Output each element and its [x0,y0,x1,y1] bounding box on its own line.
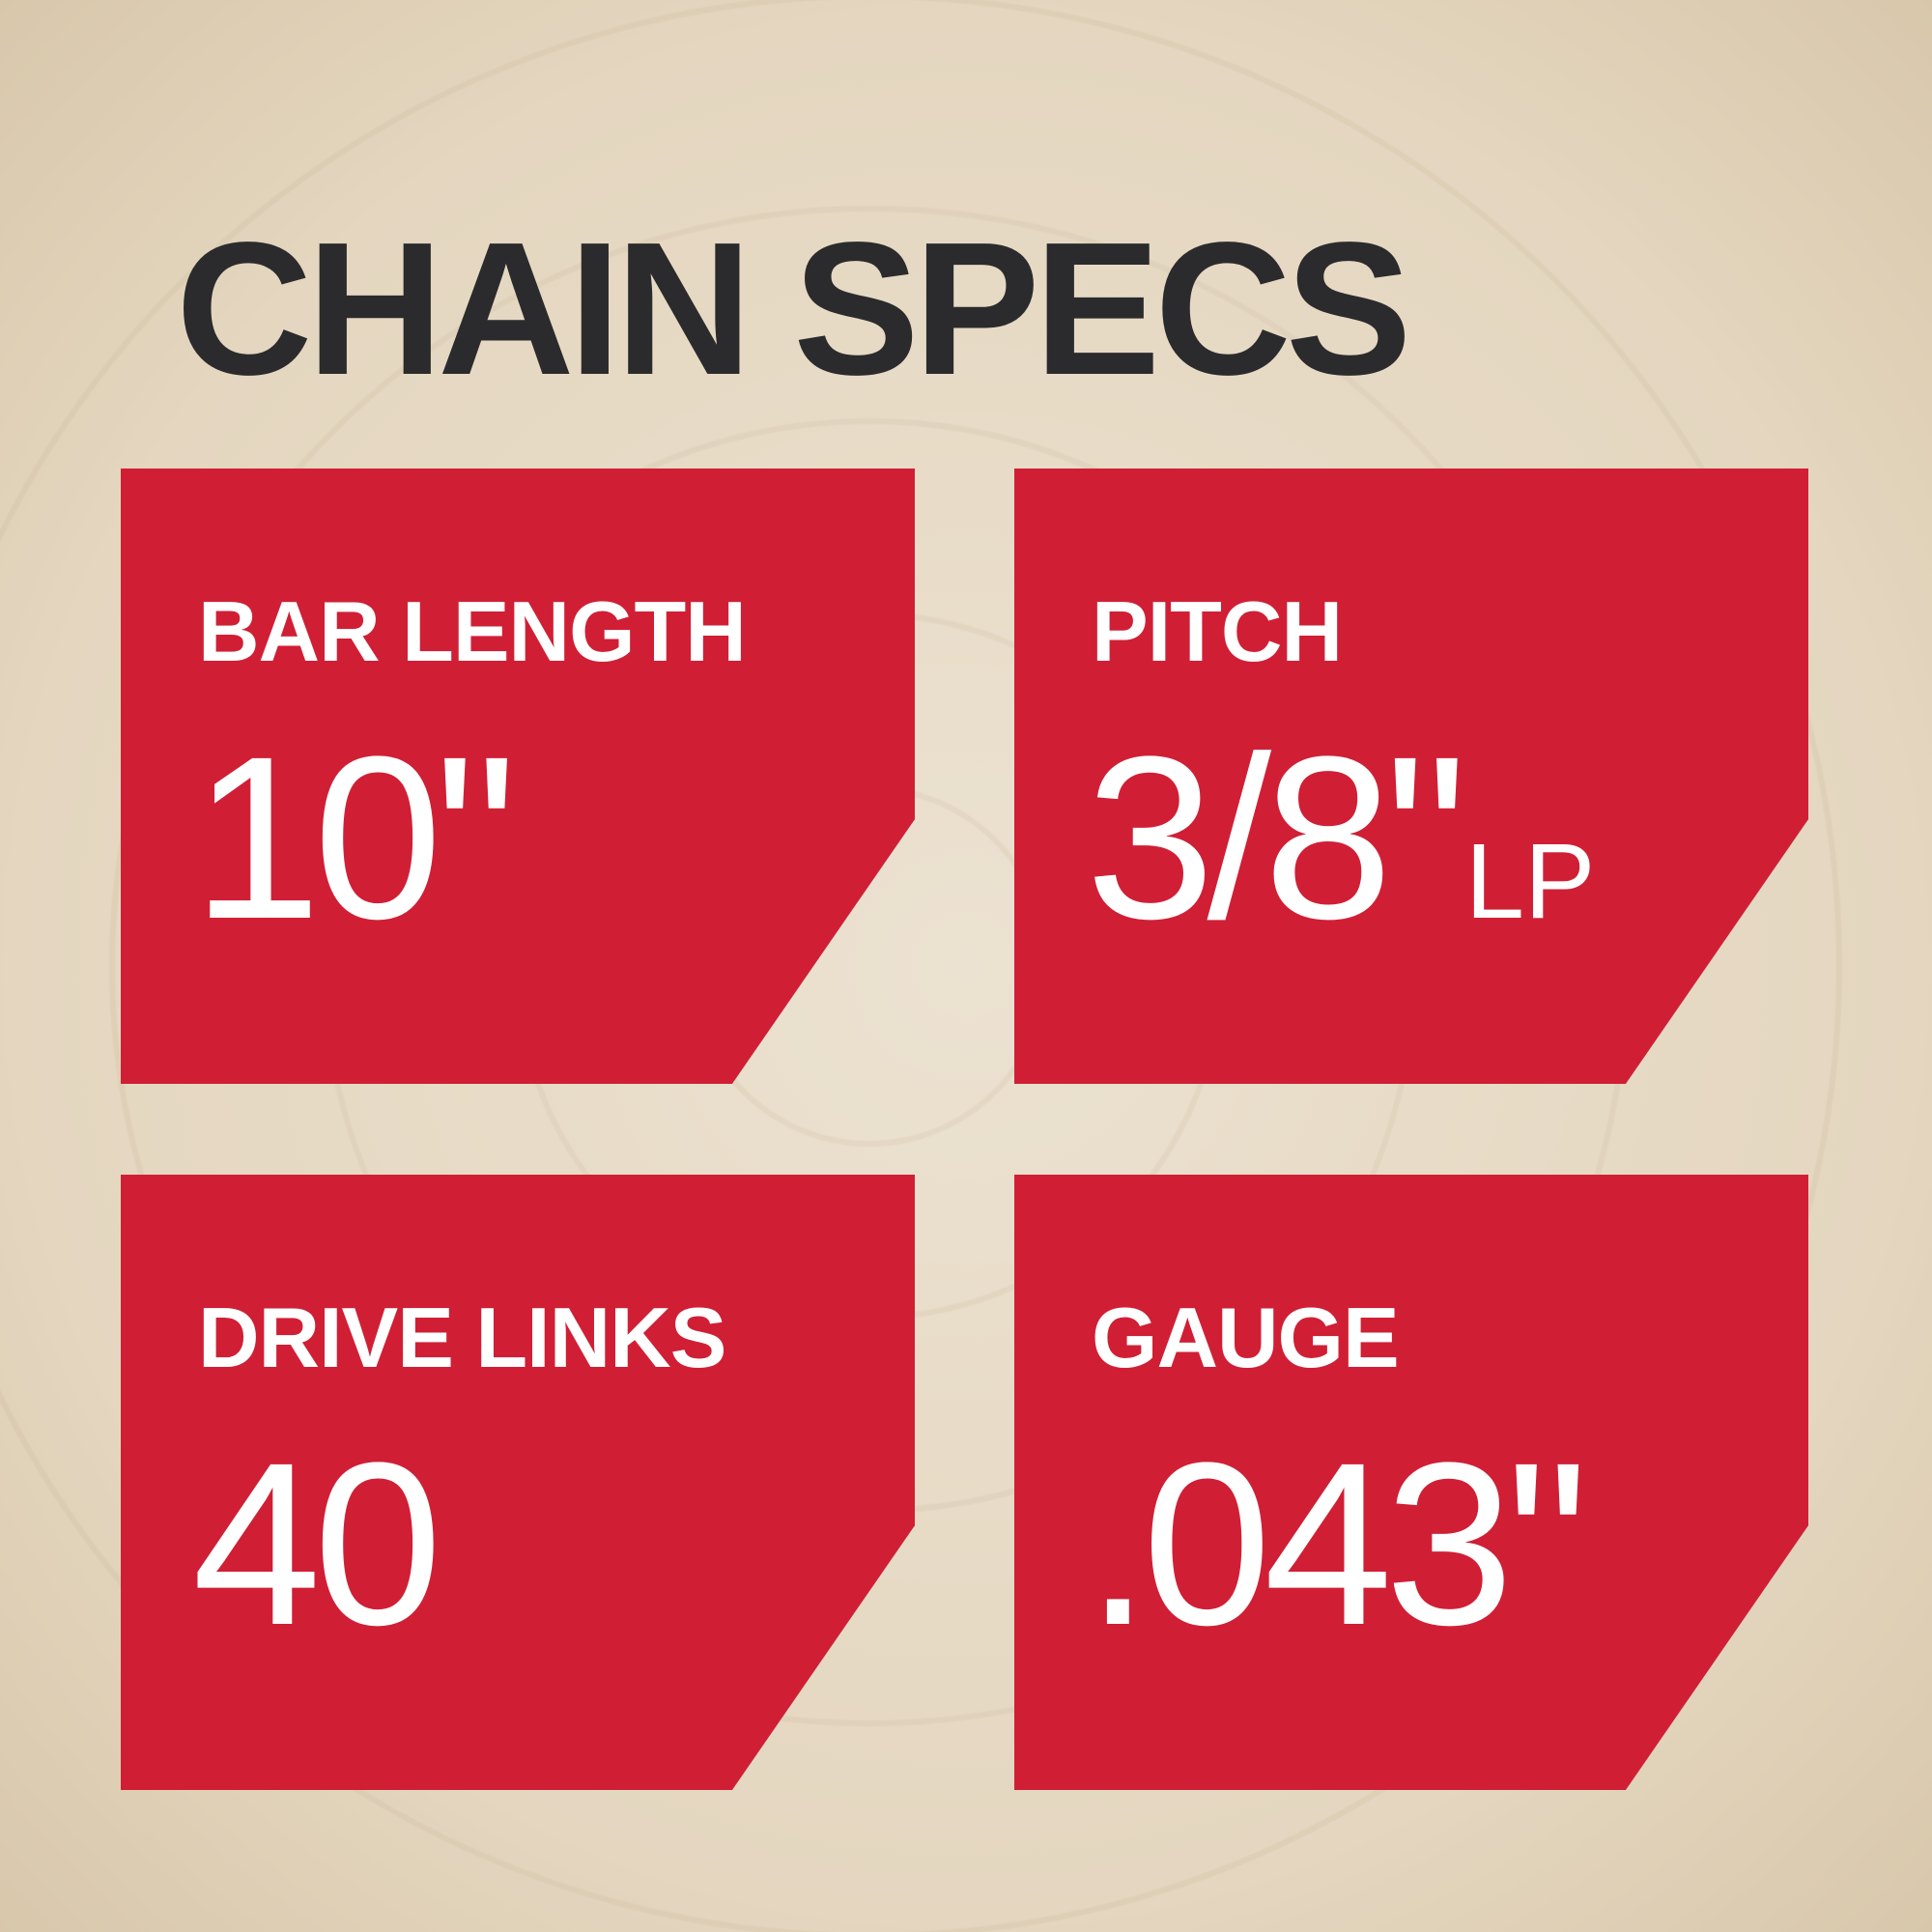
spec-card-drive-links: DRIVE LINKS 40 [121,1175,915,1790]
spec-value-text: .043" [1086,1414,1588,1673]
spec-label: PITCH [1092,583,1343,679]
spec-card-pitch: PITCH 3/8"LP [1014,469,1808,1084]
spec-label: GAUGE [1092,1290,1400,1385]
spec-value-text: 10" [192,708,517,967]
spec-card-gauge: GAUGE .043" [1014,1175,1808,1790]
spec-value: 3/8"LP [1086,722,1595,953]
spec-value-text: 3/8" [1086,708,1467,967]
spec-value: 10" [192,722,517,953]
spec-value-text: 40 [192,1414,442,1673]
spec-label: DRIVE LINKS [198,1290,726,1385]
page-title: CHAIN SPECS [176,203,1412,414]
spec-value: .043" [1086,1428,1588,1660]
spec-label: BAR LENGTH [198,583,747,679]
spec-card-bar-length: BAR LENGTH 10" [121,469,915,1084]
spec-value: 40 [192,1428,442,1660]
spec-value-suffix: LP [1464,822,1596,941]
